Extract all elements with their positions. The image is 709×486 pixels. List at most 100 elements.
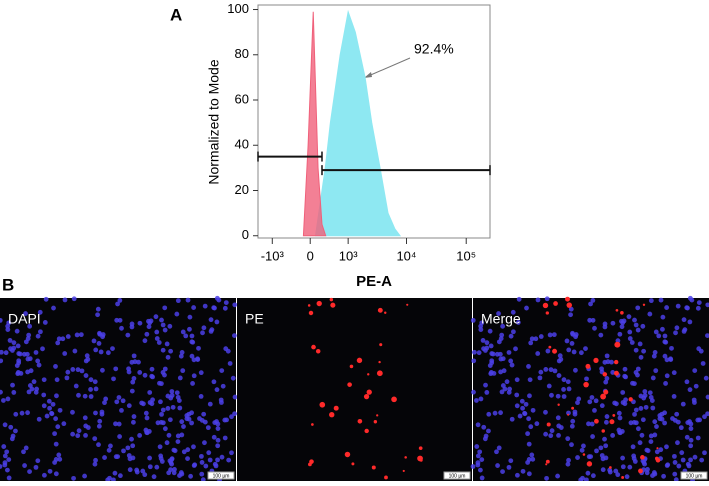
nucleus (174, 311, 180, 317)
nucleus (570, 418, 576, 424)
nucleus (599, 453, 605, 458)
nucleus (206, 450, 212, 456)
nucleus (27, 383, 33, 388)
pe-signal (344, 451, 351, 458)
nucleus (610, 370, 616, 375)
nucleus (610, 433, 616, 438)
nucleus (213, 463, 219, 469)
nucleus (185, 297, 191, 303)
nucleus (203, 463, 209, 469)
panel-label: B (2, 275, 14, 294)
nucleus (5, 327, 11, 333)
nucleus (680, 457, 686, 463)
nucleus (146, 318, 151, 324)
nucleus (201, 325, 207, 331)
nucleus (199, 418, 205, 423)
nucleus (16, 351, 22, 356)
nucleus (599, 403, 605, 409)
nucleus (11, 390, 17, 395)
nucleus (703, 375, 709, 381)
nucleus (653, 368, 659, 374)
pe-signal (329, 412, 335, 418)
nucleus (162, 372, 167, 378)
nucleus (664, 305, 670, 310)
nucleus (548, 367, 554, 373)
nucleus (179, 350, 185, 355)
nucleus (589, 421, 595, 427)
nucleus (614, 401, 619, 407)
nucleus (190, 381, 195, 386)
nucleus (500, 469, 505, 475)
pe-signal (601, 429, 605, 433)
nucleus (83, 423, 89, 429)
nucleus (226, 457, 232, 463)
nucleus (640, 458, 646, 464)
nucleus (692, 454, 698, 460)
nucleus (82, 393, 88, 399)
nucleus (57, 407, 63, 413)
nucleus (106, 447, 112, 453)
nucleus (679, 450, 685, 456)
nucleus (115, 301, 120, 307)
nucleus (475, 453, 481, 459)
y-tick-label: 40 (235, 137, 249, 152)
nucleus (498, 356, 504, 362)
nucleus (208, 328, 214, 334)
nucleus (70, 431, 76, 437)
nucleus (179, 419, 185, 425)
nucleus (157, 444, 163, 450)
nucleus (52, 431, 58, 437)
nucleus (638, 354, 644, 360)
nucleus (545, 348, 551, 354)
nucleus (687, 319, 693, 325)
nucleus (492, 410, 498, 416)
nucleus (137, 433, 143, 438)
pe-signal (638, 468, 643, 474)
pe-signal (603, 389, 609, 395)
micrograph (237, 298, 472, 481)
pe-signal (351, 462, 355, 466)
nucleus (62, 297, 68, 303)
nucleus (168, 395, 174, 401)
nucleus (652, 419, 658, 425)
nucleus (177, 375, 183, 381)
nucleus (93, 457, 98, 463)
nucleus (524, 305, 529, 311)
nucleus (100, 334, 105, 340)
nucleus (600, 467, 606, 473)
nucleus (168, 467, 173, 473)
nucleus (5, 323, 11, 329)
pe-signal (333, 405, 339, 411)
nucleus (70, 367, 76, 372)
nucleus (525, 460, 531, 465)
nucleus (142, 372, 148, 378)
nucleus (529, 452, 535, 458)
nucleus (658, 447, 664, 453)
nucleus (199, 471, 205, 477)
nucleus (75, 367, 81, 373)
nucleus (652, 350, 658, 355)
nucleus (93, 410, 98, 416)
nucleus (230, 375, 236, 381)
nucleus (71, 475, 76, 481)
nucleus (33, 350, 39, 355)
nucleus (144, 331, 150, 337)
pe-signal (364, 428, 369, 434)
nucleus (54, 377, 60, 383)
nucleus (191, 444, 196, 450)
nucleus (125, 445, 131, 451)
nucleus (656, 333, 662, 339)
nucleus (7, 338, 13, 343)
nucleus (684, 434, 690, 440)
nucleus (555, 415, 561, 421)
nucleus (544, 296, 550, 302)
pe-signal (376, 414, 379, 417)
pe-signal (640, 455, 645, 460)
nucleus (49, 410, 54, 416)
nucleus (214, 387, 220, 393)
pe-signal (613, 370, 619, 376)
nucleus (96, 423, 102, 429)
nucleus (40, 346, 45, 352)
nucleus (641, 348, 647, 354)
nucleus (674, 411, 680, 417)
